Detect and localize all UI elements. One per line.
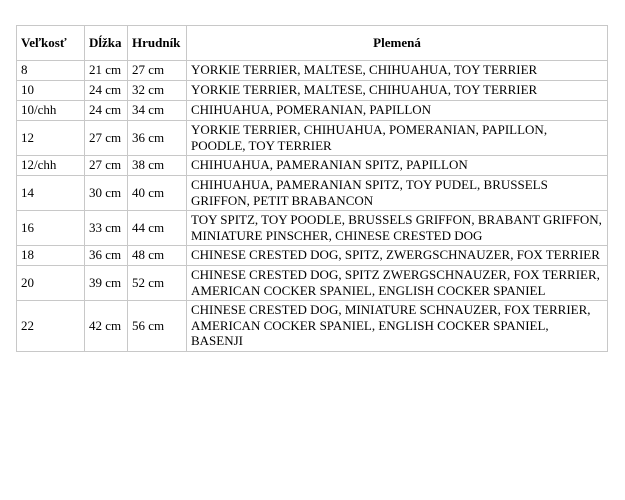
cell-breeds: YORKIE TERRIER, MALTESE, CHIHUAHUA, TOY … (186, 80, 608, 101)
cell-chest: 38 cm (127, 155, 187, 176)
cell-chest: 36 cm (127, 120, 187, 156)
cell-size: 12 (16, 120, 85, 156)
cell-size: 16 (16, 210, 85, 246)
cell-length: 39 cm (84, 265, 128, 301)
cell-breeds: CHIHUAHUA, PAMERANIAN SPITZ, PAPILLON (186, 155, 608, 176)
cell-chest: 40 cm (127, 175, 187, 211)
cell-breeds: TOY SPITZ, TOY POODLE, BRUSSELS GRIFFON,… (186, 210, 608, 246)
table-row: 10/chh 24 cm 34 cm CHIHUAHUA, POMERANIAN… (16, 100, 608, 121)
cell-breeds: YORKIE TERRIER, CHIHUAHUA, POMERANIAN, P… (186, 120, 608, 156)
cell-size: 14 (16, 175, 85, 211)
cell-size: 8 (16, 60, 85, 81)
table-header: Veľkosť Dĺžka Hrudník Plemená (16, 25, 608, 61)
cell-length: 42 cm (84, 300, 128, 352)
table-body: 8 21 cm 27 cm YORKIE TERRIER, MALTESE, C… (16, 60, 608, 352)
cell-length: 30 cm (84, 175, 128, 211)
table-row: 16 33 cm 44 cm TOY SPITZ, TOY POODLE, BR… (16, 210, 608, 246)
cell-breeds: CHIHUAHUA, PAMERANIAN SPITZ, TOY PUDEL, … (186, 175, 608, 211)
cell-chest: 34 cm (127, 100, 187, 121)
column-header-size: Veľkosť (16, 25, 85, 61)
cell-breeds: CHINESE CRESTED DOG, MINIATURE SCHNAUZER… (186, 300, 608, 352)
cell-length: 21 cm (84, 60, 128, 81)
column-header-chest: Hrudník (127, 25, 187, 61)
table-row: 8 21 cm 27 cm YORKIE TERRIER, MALTESE, C… (16, 60, 608, 81)
cell-chest: 48 cm (127, 245, 187, 266)
cell-breeds: CHINESE CRESTED DOG, SPITZ ZWERGSCHNAUZE… (186, 265, 608, 301)
cell-size: 22 (16, 300, 85, 352)
table-row: 10 24 cm 32 cm YORKIE TERRIER, MALTESE, … (16, 80, 608, 101)
column-header-breeds: Plemená (186, 25, 608, 61)
cell-breeds: CHINESE CRESTED DOG, SPITZ, ZWERGSCHNAUZ… (186, 245, 608, 266)
cell-size: 10 (16, 80, 85, 101)
table-row: 12 27 cm 36 cm YORKIE TERRIER, CHIHUAHUA… (16, 120, 608, 156)
cell-chest: 52 cm (127, 265, 187, 301)
cell-length: 24 cm (84, 80, 128, 101)
cell-chest: 32 cm (127, 80, 187, 101)
dog-size-chart-table: Veľkosť Dĺžka Hrudník Plemená 8 21 cm 27… (16, 25, 608, 352)
cell-size: 10/chh (16, 100, 85, 121)
cell-length: 27 cm (84, 155, 128, 176)
cell-chest: 44 cm (127, 210, 187, 246)
table-row: 14 30 cm 40 cm CHIHUAHUA, PAMERANIAN SPI… (16, 175, 608, 211)
table-row: 22 42 cm 56 cm CHINESE CRESTED DOG, MINI… (16, 300, 608, 352)
cell-breeds: YORKIE TERRIER, MALTESE, CHIHUAHUA, TOY … (186, 60, 608, 81)
table-row: 20 39 cm 52 cm CHINESE CRESTED DOG, SPIT… (16, 265, 608, 301)
cell-size: 12/chh (16, 155, 85, 176)
cell-length: 33 cm (84, 210, 128, 246)
cell-size: 20 (16, 265, 85, 301)
cell-chest: 56 cm (127, 300, 187, 352)
cell-length: 27 cm (84, 120, 128, 156)
cell-length: 24 cm (84, 100, 128, 121)
table-row: 18 36 cm 48 cm CHINESE CRESTED DOG, SPIT… (16, 245, 608, 266)
column-header-length: Dĺžka (84, 25, 128, 61)
cell-length: 36 cm (84, 245, 128, 266)
table-row: 12/chh 27 cm 38 cm CHIHUAHUA, PAMERANIAN… (16, 155, 608, 176)
cell-breeds: CHIHUAHUA, POMERANIAN, PAPILLON (186, 100, 608, 121)
table-header-row: Veľkosť Dĺžka Hrudník Plemená (16, 25, 608, 61)
cell-size: 18 (16, 245, 85, 266)
cell-chest: 27 cm (127, 60, 187, 81)
